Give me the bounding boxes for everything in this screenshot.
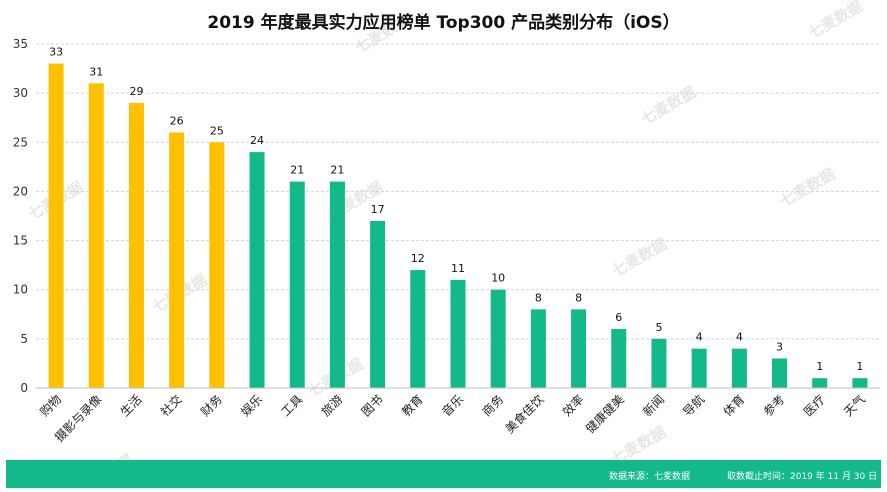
footer-bar: 数据来源：七麦数据 取数截止时间：2019 年 11 月 30 日: [6, 460, 881, 488]
category-label: 教育: [398, 392, 426, 420]
value-label: 10: [491, 272, 505, 285]
category-label: 参考: [760, 392, 788, 420]
y-tick-label: 20: [13, 184, 28, 198]
bar-导航: [691, 348, 707, 388]
value-label: 21: [290, 164, 304, 177]
value-label: 3: [776, 341, 783, 354]
y-tick-label: 5: [20, 332, 28, 346]
y-tick-label: 25: [13, 135, 28, 149]
data-source: 数据来源：七麦数据: [609, 472, 691, 482]
bar-教育: [410, 270, 426, 388]
bar-旅游: [329, 181, 345, 388]
category-label: 音乐: [439, 392, 467, 420]
watermark-text: 七麦数据: [638, 83, 699, 129]
bar-工具: [289, 181, 305, 388]
value-label: 26: [170, 114, 184, 127]
x-axis-categories: 购物摄影与录像 生活 社交 财务 娱乐 工具 旅游 图书 教育 音乐 商务美食佳饮 效率健康健美 新闻导…: [37, 392, 868, 445]
y-tick-label: 0: [20, 381, 28, 395]
watermark-text: 七麦数据: [75, 451, 136, 460]
category-label: 医疗: [801, 392, 828, 419]
value-label: 8: [535, 291, 542, 304]
category-label: 图书: [359, 392, 386, 419]
category-label: 娱乐: [238, 392, 265, 419]
watermark-layer: 七麦数据七麦数据七麦数据七麦数据七麦数据七麦数据七麦数据七麦数据七麦数据七麦数据…: [25, 0, 866, 460]
bar-摄影与录像: [88, 83, 104, 389]
value-label: 17: [371, 203, 385, 216]
bar-效率: [571, 309, 587, 388]
value-label: 11: [451, 262, 465, 275]
bar-音乐: [450, 279, 466, 388]
bar-商务: [490, 289, 506, 388]
category-label: 效率: [559, 392, 587, 420]
bar-chart: 七麦数据七麦数据七麦数据七麦数据七麦数据七麦数据七麦数据七麦数据七麦数据七麦数据…: [13, 0, 880, 460]
value-label: 29: [129, 85, 143, 98]
category-label: 天气: [840, 392, 868, 420]
value-label: 12: [411, 252, 425, 265]
category-label: 旅游: [319, 392, 346, 419]
bars: [48, 63, 868, 389]
value-label: 33: [49, 46, 63, 59]
category-label: 工具: [278, 392, 305, 419]
bar-生活: [128, 102, 144, 388]
value-label: 21: [330, 164, 344, 177]
value-label: 5: [655, 321, 662, 334]
bar-医疗: [812, 378, 828, 388]
chart-title: 2019 年度最具实力应用榜单 Top300 产品类别分布（iOS）: [207, 13, 680, 33]
value-label: 4: [696, 331, 703, 344]
bar-财务: [209, 142, 225, 388]
bar-新闻: [651, 338, 667, 388]
watermark-text: 七麦数据: [777, 165, 838, 211]
y-tick-label: 30: [13, 86, 28, 100]
value-label: 6: [615, 311, 622, 324]
category-label: 体育: [720, 392, 748, 420]
category-label: 生活: [118, 392, 145, 419]
bar-购物: [48, 63, 64, 389]
category-label: 健康健美: [582, 392, 627, 437]
value-label: 31: [89, 65, 103, 78]
bar-参考: [772, 358, 788, 388]
y-axis-ticks: 0 5 10 15 20 25 30 35: [13, 37, 28, 395]
value-label: 24: [250, 134, 264, 147]
watermark-text: 七麦数据: [608, 423, 669, 460]
y-tick-label: 10: [13, 283, 28, 297]
value-label: 25: [210, 124, 224, 137]
bar-娱乐: [249, 152, 265, 388]
bar-美食佳饮: [530, 309, 546, 388]
category-label: 新闻: [639, 392, 667, 420]
bar-天气: [852, 378, 868, 388]
category-label: 商务: [479, 392, 507, 420]
value-label: 1: [856, 360, 863, 373]
category-label: 购物: [37, 392, 65, 420]
bar-体育: [731, 348, 747, 388]
y-tick-label: 15: [13, 234, 28, 248]
category-label: 导航: [680, 392, 708, 420]
bar-图书: [370, 220, 386, 388]
category-label: 美食佳饮: [502, 392, 547, 437]
watermark-text: 七麦数据: [609, 235, 670, 281]
y-tick-label: 35: [13, 37, 28, 51]
category-label: 财务: [197, 392, 225, 420]
data-date: 取数截止时间：2019 年 11 月 30 日: [727, 472, 878, 482]
bar-健康健美: [611, 329, 627, 388]
value-label: 8: [575, 291, 582, 304]
category-label: 社交: [157, 392, 185, 420]
value-label: 1: [816, 360, 823, 373]
bar-社交: [169, 132, 185, 388]
value-label: 4: [736, 331, 743, 344]
